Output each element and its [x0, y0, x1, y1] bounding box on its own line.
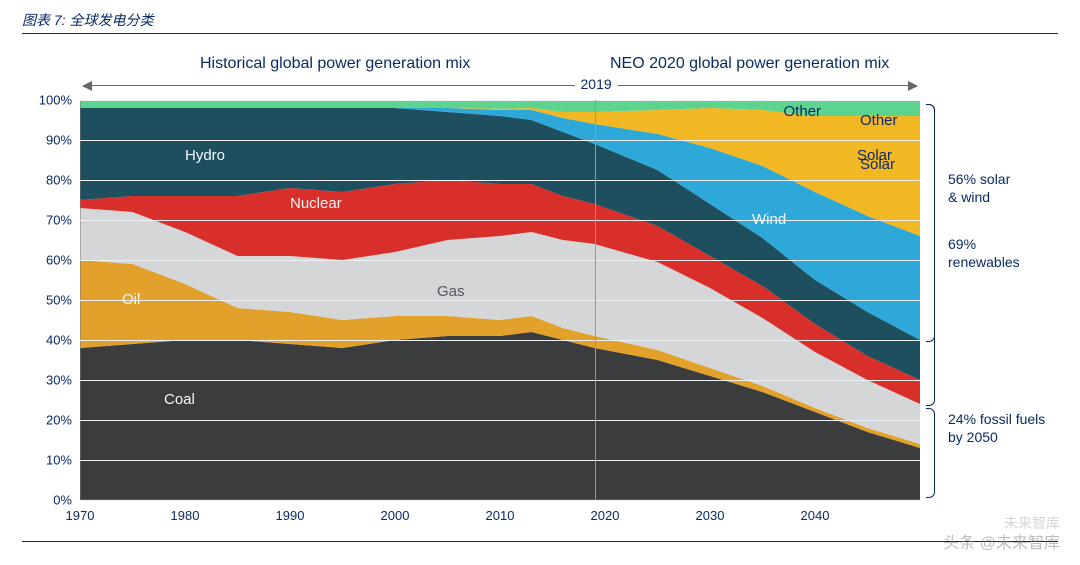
arrow-left-head: [82, 81, 92, 91]
right-label-solar: Solar: [860, 156, 895, 173]
gridline: [80, 100, 920, 101]
annotation-0: 56% solar& wind: [948, 170, 1010, 206]
y-tick-label: 80%: [46, 173, 72, 188]
area-chart: 0%10%20%30%40%50%60%70%80%90%100%1970198…: [80, 100, 920, 500]
gridline: [80, 340, 920, 341]
y-tick-label: 40%: [46, 333, 72, 348]
y-tick-label: 70%: [46, 213, 72, 228]
divider-line: [595, 100, 596, 500]
x-tick-label: 2030: [696, 508, 725, 523]
x-tick-label: 2010: [486, 508, 515, 523]
gridline: [80, 420, 920, 421]
gridline: [80, 140, 920, 141]
x-tick-label: 2020: [591, 508, 620, 523]
y-tick-label: 20%: [46, 413, 72, 428]
gridline: [80, 380, 920, 381]
brace-1: [926, 104, 935, 406]
watermark-main: 头条 @未来智库: [943, 529, 1060, 553]
rule-top: [22, 33, 1058, 34]
annotation-2: 24% fossil fuelsby 2050: [948, 410, 1045, 446]
gridline: [80, 260, 920, 261]
divider-year-label: 2019: [575, 76, 618, 92]
y-tick-label: 90%: [46, 133, 72, 148]
right-label-other: Other: [860, 112, 898, 129]
figure-title: 图表 7: 全球发电分类: [22, 10, 153, 30]
rule-bottom: [22, 541, 1058, 542]
x-tick-label: 1980: [171, 508, 200, 523]
x-tick-label: 2000: [381, 508, 410, 523]
y-tick-label: 50%: [46, 293, 72, 308]
brace-2: [926, 408, 935, 498]
x-tick-label: 1990: [276, 508, 305, 523]
x-tick-label: 2040: [801, 508, 830, 523]
subtitle-right: NEO 2020 global power generation mix: [610, 55, 889, 73]
gridline: [80, 180, 920, 181]
y-tick-label: 10%: [46, 453, 72, 468]
subtitle-left: Historical global power generation mix: [200, 55, 470, 73]
gridline: [80, 460, 920, 461]
y-tick-label: 30%: [46, 373, 72, 388]
arrow-right-bar: [613, 85, 909, 86]
gridline: [80, 500, 920, 501]
page: 图表 7: 全球发电分类 Historical global power gen…: [0, 0, 1080, 565]
x-tick-label: 1970: [66, 508, 95, 523]
arrow-right-head: [908, 81, 918, 91]
annotation-1: 69%renewables: [948, 235, 1020, 271]
y-tick-label: 100%: [39, 93, 72, 108]
gridline: [80, 220, 920, 221]
y-tick-label: 60%: [46, 253, 72, 268]
arrow-left-bar: [92, 85, 577, 86]
y-tick-label: 0%: [53, 493, 72, 508]
gridline: [80, 300, 920, 301]
